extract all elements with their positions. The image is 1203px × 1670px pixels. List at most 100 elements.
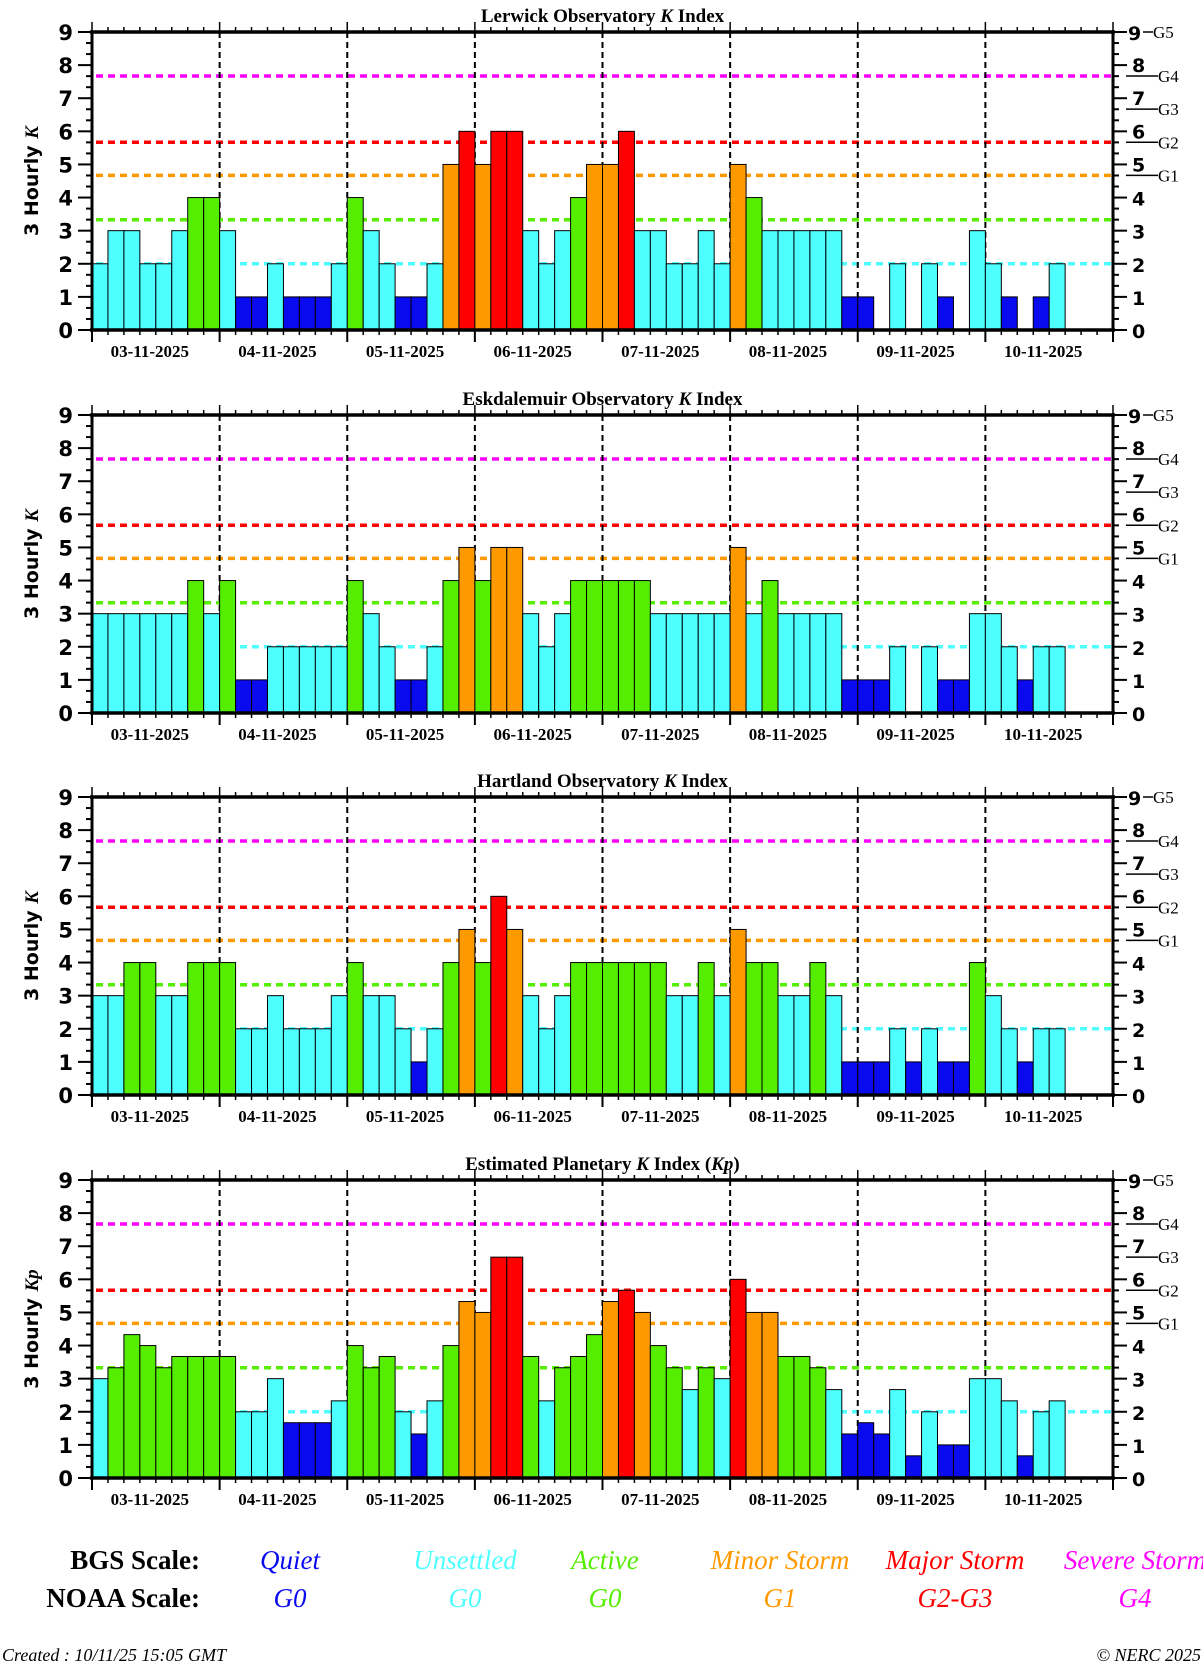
bar — [570, 1355, 588, 1479]
title-part: K — [635, 1154, 650, 1175]
right-axis-label: 5 — [1132, 537, 1145, 559]
y-tick-label: 7 — [58, 470, 73, 494]
panel-3: Estimated Planetary K Index (Kp)3 Hourly… — [21, 1154, 1179, 1509]
bar — [187, 1355, 205, 1479]
right-axis-label: 8 — [1132, 55, 1145, 77]
legend-bgs-severe: Severe Storm — [1063, 1545, 1203, 1575]
g-scale-label: G2 — [1158, 516, 1179, 535]
bar — [745, 613, 763, 714]
bar — [937, 296, 954, 331]
y-tick-label: 0 — [58, 702, 73, 726]
bar — [346, 962, 364, 1096]
bar — [681, 995, 699, 1096]
date-label: 07-11-2025 — [621, 342, 699, 361]
y-tick-label: 2 — [58, 636, 73, 660]
bar — [458, 130, 476, 331]
y-tick-label: 9 — [58, 786, 73, 810]
date-label: 03-11-2025 — [111, 1490, 189, 1509]
bar — [394, 679, 412, 714]
date-label: 08-11-2025 — [749, 725, 827, 744]
bar — [203, 613, 221, 714]
bar — [522, 230, 540, 331]
right-axis-label: 7 — [1132, 88, 1145, 110]
bar — [394, 296, 412, 331]
bar — [251, 296, 268, 331]
right-axis-label: 3 — [1132, 987, 1145, 1009]
panel-0: Lerwick Observatory K Index 3 Hourly K 03-… — [21, 6, 1179, 361]
bar — [235, 1411, 253, 1479]
bar — [952, 1061, 970, 1096]
date-label: 05-11-2025 — [366, 725, 444, 744]
chart-title: Eskdalemuir Observatory K Index — [463, 389, 743, 410]
date-label: 06-11-2025 — [493, 1107, 571, 1126]
right-axis-label: 8 — [1132, 1203, 1145, 1225]
right-axis-label: 0 — [1132, 704, 1145, 726]
y-axis-label: 3 Hourly K — [21, 125, 43, 236]
right-axis-label: 2 — [1132, 1020, 1145, 1042]
right-axis-label: 7 — [1132, 1236, 1145, 1258]
bar — [394, 1411, 412, 1479]
bar — [155, 995, 173, 1096]
bar — [538, 1028, 556, 1096]
bar — [1000, 1028, 1018, 1096]
bar — [298, 1028, 316, 1096]
right-axis-label: 7 — [1132, 471, 1145, 493]
bar — [697, 230, 715, 331]
g-scale-label: G2 — [1158, 1281, 1179, 1300]
bar — [729, 546, 747, 714]
bar — [968, 1378, 986, 1479]
bar — [410, 1433, 428, 1479]
bar — [314, 1422, 332, 1479]
bar — [761, 962, 779, 1096]
bar — [633, 230, 651, 331]
bar — [506, 130, 524, 331]
bar — [681, 613, 699, 714]
date-label: 07-11-2025 — [621, 1107, 699, 1126]
bar — [713, 613, 731, 714]
g-scale-label: G1 — [1158, 166, 1179, 185]
bar — [298, 646, 316, 714]
bar — [586, 1334, 603, 1479]
g-scale-label: G5 — [1153, 406, 1174, 425]
right-axis-label: 0 — [1132, 321, 1145, 343]
bar — [314, 296, 332, 331]
bar — [378, 995, 396, 1096]
bar — [282, 646, 300, 714]
bar — [107, 995, 125, 1096]
bar — [570, 962, 588, 1096]
bar — [984, 613, 1002, 714]
date-label: 03-11-2025 — [111, 342, 189, 361]
bar — [1032, 646, 1050, 714]
y-tick-label: 7 — [58, 852, 73, 876]
bar — [506, 928, 524, 1096]
legend-noaa-severe: G4 — [1118, 1583, 1152, 1613]
bar — [330, 995, 348, 1096]
right-axis-label: 4 — [1132, 189, 1145, 211]
g-scale-label: G5 — [1153, 1171, 1174, 1190]
g-scale-label: G1 — [1158, 931, 1179, 950]
title-part: Index ( — [649, 1154, 711, 1175]
bar — [809, 962, 827, 1096]
bar — [649, 230, 667, 331]
bar — [952, 1444, 970, 1479]
title-part: Index — [691, 389, 743, 410]
bar — [745, 197, 763, 331]
right-axis-label: 4 — [1132, 1337, 1145, 1359]
bar — [1000, 1400, 1018, 1479]
bar — [139, 263, 157, 331]
bar — [330, 646, 348, 714]
bar — [474, 580, 492, 714]
bar — [442, 1345, 460, 1479]
bar — [649, 962, 667, 1096]
bar — [793, 995, 811, 1096]
bar — [825, 613, 843, 714]
right-axis-label: 5 — [1132, 154, 1145, 176]
bar — [857, 1422, 875, 1479]
bar — [458, 546, 476, 714]
bar — [617, 580, 635, 714]
noaa-scale-label: NOAA Scale: — [46, 1583, 200, 1613]
bar — [554, 995, 572, 1096]
bar — [649, 613, 667, 714]
ylabel-part: 3 Hourly — [21, 904, 43, 1001]
title-part: K — [663, 771, 678, 792]
